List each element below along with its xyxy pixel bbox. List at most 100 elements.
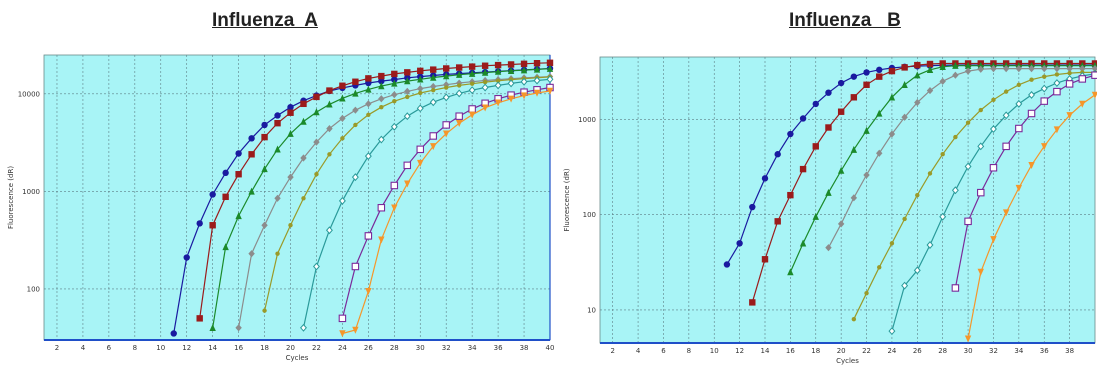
data-point <box>313 108 320 116</box>
data-point <box>405 94 410 100</box>
data-point <box>1066 112 1073 120</box>
data-point <box>927 171 933 176</box>
x-tick-label: 38 <box>1065 347 1074 355</box>
data-point <box>926 86 934 95</box>
data-point <box>787 130 794 138</box>
data-point <box>170 330 177 337</box>
data-point <box>546 87 554 95</box>
data-point <box>417 75 424 83</box>
data-point <box>876 73 883 80</box>
x-tick-label: 2 <box>610 347 614 355</box>
data-point <box>417 159 424 167</box>
data-point <box>494 99 502 107</box>
data-point <box>749 203 756 211</box>
data-point <box>443 130 450 138</box>
data-point <box>455 112 463 120</box>
data-point <box>494 81 502 90</box>
x-tick-label: 14 <box>208 344 217 352</box>
data-point <box>546 75 554 84</box>
data-point <box>1053 79 1061 87</box>
data-point <box>977 65 984 73</box>
data-point <box>416 145 425 154</box>
data-point <box>416 104 424 113</box>
data-point <box>209 324 216 332</box>
data-point <box>313 93 320 101</box>
data-point <box>365 100 372 108</box>
data-point <box>222 169 229 177</box>
data-point <box>339 94 346 102</box>
data-point <box>209 222 216 229</box>
data-point <box>364 152 372 161</box>
data-point <box>378 72 385 80</box>
data-point <box>977 188 985 197</box>
plot-area <box>599 56 1096 344</box>
series-2 <box>209 64 554 332</box>
data-point <box>261 221 268 229</box>
data-point <box>430 143 437 151</box>
x-tick-label: 28 <box>938 347 947 355</box>
data-point <box>351 262 360 271</box>
data-point <box>964 335 972 343</box>
data-point <box>287 129 294 137</box>
data-point <box>877 265 882 270</box>
data-point <box>338 196 346 205</box>
data-point <box>951 186 959 195</box>
data-point <box>914 71 921 79</box>
data-point <box>864 290 869 296</box>
data-point <box>825 188 832 196</box>
data-point <box>325 226 333 235</box>
data-point <box>222 193 229 201</box>
data-point <box>1054 72 1060 77</box>
x-tick-label: 18 <box>811 347 820 355</box>
data-point <box>901 64 908 71</box>
data-point <box>430 73 437 81</box>
data-point <box>964 162 972 171</box>
chart-influenza-b: 2 4 6 8 10 12 14 16 18 20 22 24 26 28 30 32 34 36 38101001… <box>563 56 1097 365</box>
x-tick-label: 6 <box>661 347 666 355</box>
x-axis-label: Cycles <box>836 357 859 365</box>
x-tick-label: 34 <box>1014 347 1023 355</box>
data-point <box>939 212 947 221</box>
data-point <box>901 80 908 88</box>
series-5 <box>888 69 1097 336</box>
data-point <box>1027 109 1036 118</box>
data-point <box>533 60 541 67</box>
data-point <box>300 100 307 108</box>
data-point <box>444 85 449 90</box>
data-point <box>507 61 515 68</box>
data-point <box>365 85 372 93</box>
x-tick-label: 4 <box>81 344 86 352</box>
x-tick-label: 40 <box>546 344 555 352</box>
data-point <box>1028 90 1036 99</box>
x-tick-label: 32 <box>442 344 451 352</box>
series-1 <box>196 59 554 322</box>
x-tick-label: 36 <box>1040 347 1049 355</box>
data-point <box>366 112 371 117</box>
data-point <box>533 76 541 85</box>
data-point <box>520 66 528 74</box>
data-point <box>429 98 437 107</box>
x-tick-label: 16 <box>234 344 243 352</box>
data-point <box>352 326 359 334</box>
data-point <box>404 87 411 95</box>
data-point <box>339 82 346 89</box>
data-point <box>812 100 819 108</box>
data-point <box>964 217 972 226</box>
data-point <box>378 236 385 244</box>
data-point <box>379 104 384 110</box>
data-point <box>953 134 958 140</box>
series-line <box>827 68 1095 248</box>
data-point <box>913 266 921 275</box>
data-point <box>327 152 332 157</box>
data-point <box>417 67 424 75</box>
data-point <box>901 281 909 290</box>
data-point <box>495 78 501 83</box>
x-tick-label: 20 <box>286 344 295 352</box>
data-point <box>403 161 412 170</box>
data-point <box>774 218 781 225</box>
x-tick-label: 26 <box>913 347 922 355</box>
data-point <box>417 85 424 93</box>
data-point <box>429 132 437 140</box>
data-point <box>390 122 398 131</box>
data-point <box>468 86 476 95</box>
